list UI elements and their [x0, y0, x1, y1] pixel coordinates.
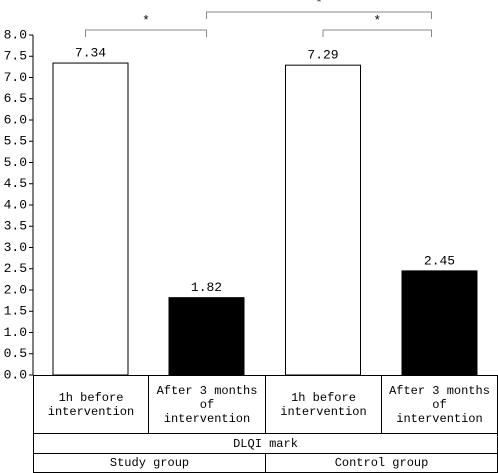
- significance-bracket: [85, 29, 207, 37]
- significance-star: *: [142, 13, 150, 28]
- bar: [168, 297, 245, 376]
- bar: [401, 270, 478, 376]
- value-label: 7.34: [75, 45, 106, 60]
- y-tick-label: 4.5: [4, 176, 27, 191]
- x-tick-label: 1h before intervention: [33, 375, 149, 434]
- bar: [285, 64, 361, 376]
- significance-bracket: [206, 11, 432, 19]
- y-tick-label: 3.0: [4, 240, 27, 255]
- y-tick-label: 0.0: [4, 367, 27, 382]
- group-label: Control group: [265, 453, 498, 473]
- y-tick-label: 1.0: [4, 325, 27, 340]
- significance-star: *: [373, 13, 381, 28]
- value-label: 7.29: [307, 48, 338, 63]
- y-tick-label: 5.0: [4, 155, 27, 170]
- y-tick-label: 7.0: [4, 70, 27, 85]
- x-tick-label: After 3 months of intervention: [381, 375, 498, 434]
- significance-star: *: [315, 0, 323, 10]
- y-tick-label: 6.0: [4, 112, 27, 127]
- y-tick-label: 4.0: [4, 197, 27, 212]
- y-tick-label: 3.5: [4, 219, 27, 234]
- y-tick-label: 6.5: [4, 91, 27, 106]
- y-tick-label: 5.5: [4, 134, 27, 149]
- y-tick-label: 2.0: [4, 282, 27, 297]
- x-tick-label: After 3 months of intervention: [148, 375, 266, 434]
- value-label: 1.82: [191, 280, 222, 295]
- y-tick-label: 1.5: [4, 304, 27, 319]
- y-tick-label: 8.0: [4, 27, 27, 42]
- x-tick-label: 1h before intervention: [265, 375, 382, 434]
- bar: [52, 62, 129, 376]
- x-axis-label: DLQI mark: [33, 433, 498, 454]
- y-tick-label: 2.5: [4, 261, 27, 276]
- group-label: Study group: [33, 453, 266, 473]
- y-tick-label: 0.5: [4, 346, 27, 361]
- value-label: 2.45: [424, 253, 455, 268]
- significance-bracket: [322, 29, 432, 37]
- y-tick-label: 7.5: [4, 49, 27, 64]
